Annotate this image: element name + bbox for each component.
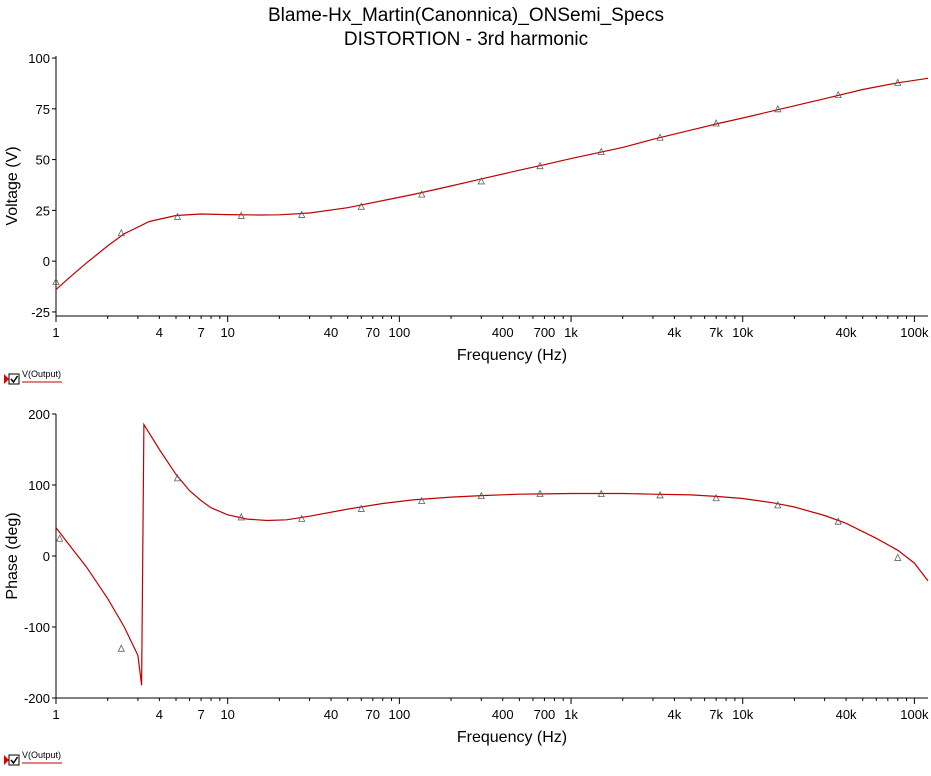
chart-title: Blame-Hx_Martin(Canonnica)_ONSemi_Specs (268, 5, 664, 26)
legend[interactable]: V(Output) (4, 369, 62, 385)
y-tick-label: 0 (43, 549, 50, 564)
data-point-marker (55, 534, 64, 542)
x-tick-label: 40k (836, 325, 857, 340)
x-tick-label: 400 (492, 707, 514, 722)
chart-subtitle: DISTORTION - 3rd harmonic (344, 29, 588, 50)
data-point-marker (712, 119, 720, 127)
x-tick-label: 10k (732, 325, 753, 340)
x-tick-label: 70 (366, 325, 380, 340)
x-tick-label: 400 (492, 325, 514, 340)
data-point-marker (418, 496, 426, 505)
data-point-marker (894, 78, 902, 86)
x-tick-label: 10k (732, 707, 753, 722)
y-axis-label: Voltage (V) (4, 146, 21, 225)
y-tick-label: -100 (24, 620, 50, 635)
legend-checkbox[interactable] (8, 754, 20, 766)
x-tick-label: 7 (197, 707, 204, 722)
x-tick-label: 70 (366, 707, 380, 722)
x-tick-label: 40 (324, 325, 338, 340)
x-tick-label: 700 (534, 325, 556, 340)
legend-marker-icon (4, 374, 9, 384)
y-tick-label: 100 (28, 478, 50, 493)
x-tick-label: 1k (564, 707, 578, 722)
y-tick-label: 75 (36, 102, 50, 117)
data-point-marker (357, 202, 365, 210)
data-point-marker (536, 489, 544, 497)
series-line (56, 77, 929, 291)
x-tick-label: 7k (709, 707, 723, 722)
x-tick-label: 1k (564, 325, 578, 340)
data-point-marker (418, 190, 426, 198)
checkmark-icon (10, 375, 19, 384)
x-tick-label: 10 (220, 325, 234, 340)
data-point-marker (117, 228, 125, 237)
data-point-marker (477, 177, 485, 185)
data-point-marker (597, 489, 605, 497)
data-point-marker (834, 90, 842, 98)
voltage-plot: 100 75 50 25 0 -251 4 7 10 40 70 100 400 700 1k 4k 7k 10k… (4, 51, 929, 385)
data-point-marker (298, 514, 306, 522)
y-tick-label: 50 (36, 153, 50, 168)
data-point-marker (656, 133, 664, 141)
y-tick-label: 200 (28, 407, 50, 422)
series-line (56, 422, 929, 686)
x-tick-label: 4 (156, 325, 163, 340)
x-tick-label: 7 (197, 325, 204, 340)
x-tick-label: 700 (534, 707, 556, 722)
x-axis-label: Frequency (Hz) (457, 347, 567, 364)
data-point-marker (298, 210, 306, 218)
y-tick-label: 100 (28, 51, 50, 66)
x-tick-label: 10 (220, 707, 234, 722)
data-point-marker (774, 500, 782, 509)
x-tick-label: 100k (900, 325, 929, 340)
data-point-marker (712, 493, 720, 502)
data-point-marker (894, 553, 902, 561)
data-point-marker (774, 104, 782, 113)
data-point-marker (357, 504, 365, 512)
y-tick-label: -200 (24, 691, 50, 706)
legend[interactable]: V(Output) (4, 750, 62, 766)
data-point-marker (597, 147, 605, 155)
legend-label: V(Output) (22, 750, 61, 760)
x-tick-label: 40 (324, 707, 338, 722)
x-tick-label: 4k (668, 707, 682, 722)
checkmark-icon (10, 756, 19, 765)
x-tick-label: 100 (389, 707, 411, 722)
legend-checkbox[interactable] (8, 373, 20, 385)
data-point-marker (173, 474, 182, 482)
data-point-marker (536, 161, 544, 170)
data-point-marker (117, 644, 125, 652)
legend-label: V(Output) (22, 369, 61, 379)
data-point-marker (477, 491, 485, 500)
y-tick-label: 0 (43, 254, 50, 269)
x-tick-label: 1 (52, 325, 59, 340)
y-tick-label: -25 (31, 305, 50, 320)
x-tick-label: 1 (52, 707, 59, 722)
x-tick-label: 40k (836, 707, 857, 722)
x-tick-label: 100k (900, 707, 929, 722)
y-axis-label: Phase (deg) (4, 512, 21, 599)
x-tick-label: 100 (389, 325, 411, 340)
x-tick-label: 4 (156, 707, 163, 722)
data-point-marker (237, 211, 245, 219)
x-axis-label: Frequency (Hz) (457, 729, 567, 746)
legend-marker-icon (4, 755, 9, 765)
x-tick-label: 4k (668, 325, 682, 340)
y-tick-label: 25 (36, 203, 50, 218)
data-point-marker (656, 491, 664, 499)
data-point-marker (237, 513, 245, 521)
data-point-marker (834, 517, 842, 525)
x-tick-label: 7k (709, 325, 723, 340)
data-point-marker (52, 277, 60, 285)
data-point-marker (173, 212, 182, 220)
